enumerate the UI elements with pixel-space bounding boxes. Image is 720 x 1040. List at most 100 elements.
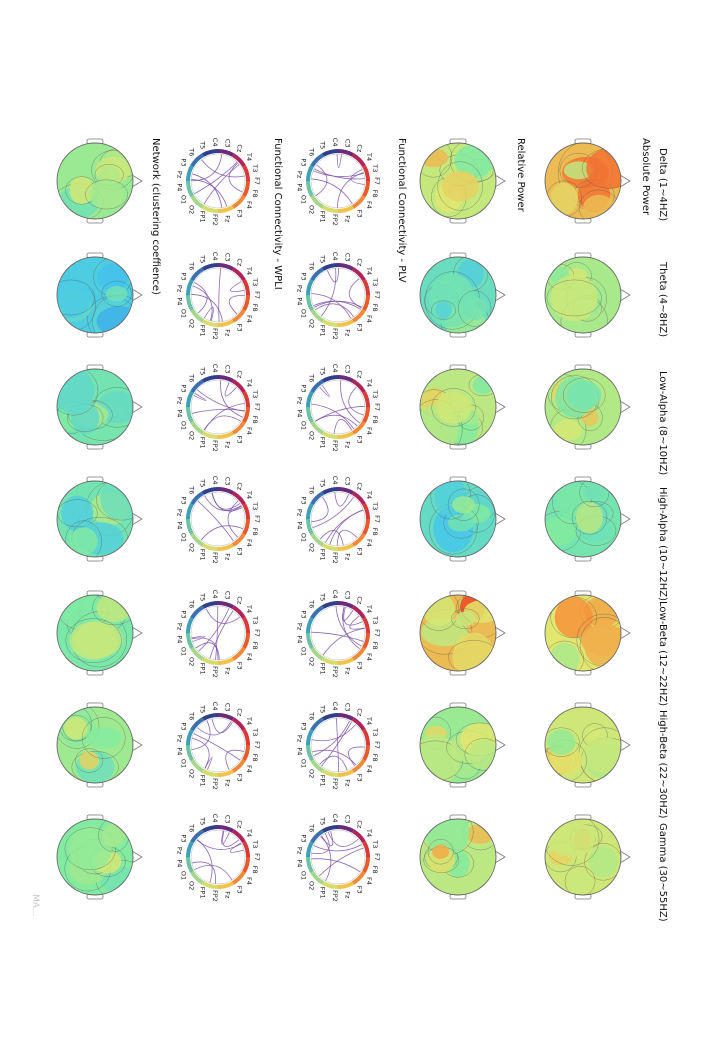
electrode-label: T3 [251, 389, 259, 398]
electrode-label: FP2 [211, 778, 219, 790]
electrode-label: Pz [296, 623, 304, 631]
electrode-label: T6 [308, 261, 316, 270]
electrode-label: Cz [235, 708, 243, 717]
electrode-label: Cz [355, 820, 363, 829]
electrode-label: Pz [296, 509, 304, 517]
electrode-label: Pz [296, 735, 304, 743]
relative-power-topomap [419, 702, 506, 788]
electrode-label: F3 [235, 662, 243, 670]
electrode-label: FP1 [198, 211, 206, 223]
electrode-label: FP1 [318, 211, 326, 223]
electrode-label: FP1 [318, 325, 326, 337]
electrode-label: Cz [355, 708, 363, 717]
electrode-label: T4 [365, 828, 373, 837]
electrode-label: T6 [308, 373, 316, 382]
electrode-label: O2 [188, 657, 196, 666]
electrode-label: T5 [198, 254, 206, 263]
electrode-label: F3 [355, 886, 363, 894]
electrode-label: Cz [355, 482, 363, 491]
relative-power-topomap [419, 476, 506, 562]
electrode-label: T4 [365, 152, 373, 161]
electrode-label: T4 [245, 152, 253, 161]
electrode-label: FP1 [198, 549, 206, 561]
electrode-label: P4 [176, 297, 184, 305]
electrode-label: T5 [198, 478, 206, 487]
electrode-label: Cz [355, 370, 363, 379]
electrode-label: C4 [211, 814, 219, 823]
electrode-label: Fz [344, 779, 352, 787]
electrode-label: FP2 [211, 328, 219, 340]
electrode-label: T3 [251, 501, 259, 510]
nose-marker [619, 400, 631, 414]
electrode-label: C3 [344, 815, 352, 824]
electrode-label: P3 [180, 610, 188, 618]
electrode-label: F8 [251, 190, 259, 198]
electrode-label: T3 [251, 727, 259, 736]
electrode-label: F3 [235, 886, 243, 894]
electrode-label: C4 [331, 476, 339, 485]
electrode-label: Fz [344, 667, 352, 675]
electrode-label: T6 [188, 599, 196, 608]
absolute-power-topomap [544, 590, 631, 676]
electrode-label: F8 [371, 866, 379, 874]
network-clustering-topomap [56, 702, 143, 788]
electrode-label: P4 [296, 183, 304, 191]
electrode-label: Pz [176, 509, 184, 517]
electrode-label: P4 [296, 859, 304, 867]
electrode-label: Pz [296, 397, 304, 405]
electrode-label: P3 [300, 496, 308, 504]
electrode-label: F4 [365, 877, 373, 885]
electrode-label: Pz [296, 285, 304, 293]
electrode-label: P3 [180, 496, 188, 504]
electrode-label: F4 [245, 653, 253, 661]
nose-marker [494, 174, 506, 188]
electrode-label: FP2 [211, 666, 219, 678]
electrode-label: F8 [371, 528, 379, 536]
electrode-label: P3 [180, 722, 188, 730]
electrode-label: F4 [245, 765, 253, 773]
electrode-label: F3 [355, 436, 363, 444]
electrode-label: T3 [371, 615, 379, 624]
nose-marker [494, 400, 506, 414]
electrode-label: C3 [344, 703, 352, 712]
electrode-label: Cz [235, 596, 243, 605]
nose-marker [494, 850, 506, 864]
electrode-label: T4 [365, 490, 373, 499]
electrode-label: O2 [308, 205, 316, 214]
electrode-label: Fz [224, 329, 232, 337]
electrode-label: O1 [180, 309, 188, 318]
electrode-label: C3 [344, 253, 352, 262]
electrode-label: T3 [251, 839, 259, 848]
electrode-label: FP1 [318, 663, 326, 675]
electrode-label: F8 [371, 190, 379, 198]
electrode-label: T5 [198, 704, 206, 713]
electrode-label: Cz [235, 258, 243, 267]
electrode-label: C3 [224, 591, 232, 600]
electrode-label: F7 [373, 515, 381, 523]
electrode-label: FP1 [198, 887, 206, 899]
electrode-label: F8 [371, 754, 379, 762]
electrode-label: O2 [188, 319, 196, 328]
electrode-label: T6 [308, 485, 316, 494]
electrode-label: O1 [300, 533, 308, 542]
relative-power-topomap [419, 364, 506, 450]
electrode-label: F8 [251, 304, 259, 312]
network-clustering-topomap [56, 138, 143, 224]
electrode-label: Fz [344, 553, 352, 561]
electrode-label: T6 [308, 823, 316, 832]
electrode-label: O2 [188, 543, 196, 552]
electrode-label: O2 [188, 431, 196, 440]
electrode-label: Cz [355, 144, 363, 153]
electrode-label: T3 [371, 839, 379, 848]
electrode-label: C3 [344, 477, 352, 486]
electrode-label: FP2 [211, 890, 219, 902]
electrode-label: FP2 [211, 552, 219, 564]
electrode-label: F8 [251, 416, 259, 424]
electrode-label: F7 [253, 629, 261, 637]
electrode-label: T5 [318, 592, 326, 601]
electrode-label: Fz [224, 667, 232, 675]
electrode-label: C4 [211, 590, 219, 599]
